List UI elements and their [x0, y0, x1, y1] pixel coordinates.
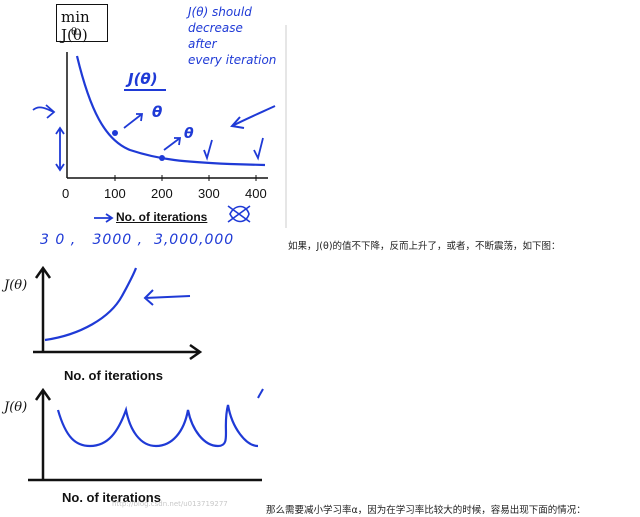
- fig2-ylabel: J(θ): [4, 278, 28, 293]
- oscillating-cost-curve: [56, 404, 259, 448]
- note-line: decrease: [188, 21, 243, 35]
- handwritten-note: J(θ) should decrease after every iterati…: [188, 4, 276, 68]
- left-side-arrow-icon: [32, 104, 56, 119]
- arrow-to-theta-2: [163, 137, 182, 151]
- caption-reduce-learning-rate: 那么需要减小学习率α，因为在学习率比较大的时候，容易出现下面的情况：: [266, 505, 586, 516]
- fig1-xlabel: No. of iterations: [116, 210, 208, 224]
- crossed-out-symbol-icon: [227, 205, 251, 223]
- xlabel-arrow-icon: [94, 213, 114, 223]
- fig3-ylabel: J(θ): [4, 400, 28, 415]
- note-line: after: [188, 37, 217, 51]
- cost-title-main: min J(θ): [61, 8, 90, 44]
- handwritten-iteration-counts: 3 0 , 3000 , 3,000,000: [40, 232, 235, 248]
- theta-handwritten-label-1: θ: [152, 103, 163, 121]
- fig2-y-axis-arrow: [34, 265, 52, 352]
- arrow-to-theta-1: [123, 113, 144, 129]
- fig3-y-axis-arrow: [34, 387, 52, 480]
- x-tick-label: 200: [151, 186, 173, 201]
- x-tick-label: 100: [104, 186, 126, 201]
- oscillating-curve-tail: [257, 388, 264, 399]
- tail-check-mark-2: [253, 137, 264, 161]
- tail-pointer-arrow-icon: [230, 105, 276, 129]
- cost-title-subscript: θ: [71, 27, 78, 38]
- fig3-xlabel: No. of iterations: [62, 490, 161, 505]
- x-tick-label: 0: [62, 186, 70, 201]
- x-tick-label: 300: [198, 186, 220, 201]
- diverging-cost-curve: [44, 267, 138, 342]
- cost-curve: [75, 55, 266, 167]
- diverging-pointer-arrow-icon: [143, 289, 191, 306]
- caption-increasing-or-oscillating: 如果，J(θ)的值不下降，反而上升了，或者，不断震荡，如下图：: [288, 241, 561, 252]
- curve-point: [159, 155, 165, 161]
- x-tick-label: 400: [245, 186, 267, 201]
- note-line: J(θ) should: [188, 5, 252, 19]
- tail-check-mark-1: [203, 139, 213, 161]
- vertical-range-arrow-icon: [55, 126, 65, 172]
- note-line: every iteration: [188, 53, 277, 67]
- jtheta-handwritten-label: J(θ): [128, 70, 158, 88]
- fig2-x-axis-arrow: [33, 343, 203, 361]
- theta-handwritten-label-2: θ: [184, 126, 194, 142]
- curve-point: [112, 130, 118, 136]
- cost-title-box: min J(θ) θ: [56, 4, 108, 44]
- watermark-text: http://blog.csdn.net/u013719277: [112, 500, 228, 508]
- fig2-xlabel: No. of iterations: [64, 368, 163, 383]
